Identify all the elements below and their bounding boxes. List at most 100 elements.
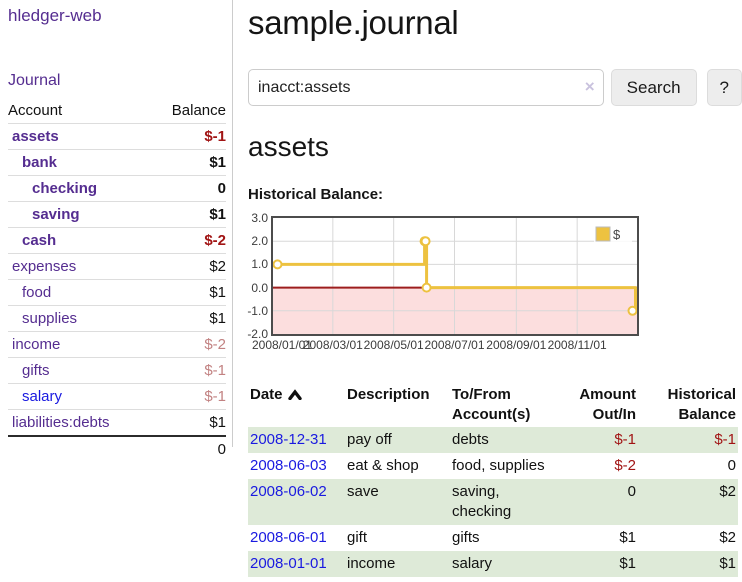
accounts-table: Account Balance assets $-1 bank $1 checking 0…	[8, 99, 226, 462]
account-balance: $-1	[150, 357, 226, 384]
search-button[interactable]: Search	[610, 69, 697, 106]
balance-column-header: Balance	[150, 99, 226, 124]
search-bar: × Search ?	[248, 69, 742, 106]
account-balance: $-1	[150, 123, 226, 150]
clear-search-icon[interactable]: ×	[584, 77, 595, 96]
transaction-date-link[interactable]: 2008-01-01	[250, 555, 327, 572]
y-axis-tick-label: -2.0	[247, 327, 268, 341]
account-row: income $-2	[8, 331, 226, 358]
transaction-accounts: saving, checking	[452, 483, 512, 520]
transaction-date-link[interactable]: 2008-06-02	[250, 483, 327, 500]
search-input[interactable]	[248, 69, 604, 106]
register-column-header: To/From Account(s)	[452, 386, 531, 423]
y-axis-tick-label: -1.0	[247, 303, 268, 318]
transaction-row: 2008-06-01 gift gifts $1 $2	[248, 525, 738, 551]
register-column-header: Historical Balance	[667, 386, 736, 423]
account-balance: $1	[150, 279, 226, 306]
help-button[interactable]: ?	[706, 69, 742, 106]
account-balance: $-2	[150, 227, 226, 254]
register-header-row: Date Description To/From Account(s) Amount Ou…	[248, 383, 738, 427]
sidebar-account-link[interactable]: saving	[32, 206, 80, 223]
transaction-date-link[interactable]: 2008-06-03	[250, 457, 327, 474]
transaction-balance: 0	[727, 457, 736, 474]
account-balance: $-1	[150, 383, 226, 410]
sidebar-account-link[interactable]: supplies	[22, 310, 78, 327]
x-axis-tick-label: 2008/05/01	[363, 338, 424, 352]
sidebar-account-link[interactable]: income	[12, 336, 61, 353]
legend-label: $	[613, 227, 621, 242]
sidebar-account-link[interactable]: food	[22, 284, 52, 301]
chart-legend: $	[594, 224, 632, 246]
account-row: supplies $1	[8, 305, 226, 332]
y-axis-tick-label: 3.0	[251, 211, 268, 225]
account-row: food $1	[8, 279, 226, 306]
transaction-description: save	[347, 483, 379, 500]
transaction-accounts: salary	[452, 555, 493, 572]
chart-title: Historical Balance:	[248, 186, 384, 203]
transaction-amount: $-2	[614, 457, 636, 474]
transaction-balance: $2	[719, 483, 736, 500]
chart-plot-area[interactable]: $	[271, 216, 639, 336]
account-row: salary $-1	[8, 383, 226, 410]
nav-journal-link[interactable]: Journal	[8, 72, 61, 89]
sidebar-account-link[interactable]: assets	[12, 128, 59, 145]
total-balance: 0	[150, 435, 226, 462]
account-balance: $1	[150, 201, 226, 228]
x-axis-tick-label: 2008/07/01	[424, 338, 485, 352]
transaction-balance: $-1	[714, 431, 736, 448]
sidebar-account-link[interactable]: gifts	[22, 362, 50, 379]
data-point-marker	[421, 282, 432, 293]
page-title: sample.journal	[248, 4, 459, 41]
sort-asc-icon	[287, 389, 302, 401]
total-row: 0	[8, 435, 226, 462]
transaction-row: 2008-12-31 pay off debts $-1 $-1	[248, 427, 738, 453]
sidebar-account-link[interactable]: salary	[22, 388, 63, 405]
register-column-header: Description	[347, 386, 430, 403]
sidebar: hledger-web Journal Account Balance asse…	[0, 0, 233, 462]
account-row: expenses $2	[8, 253, 226, 280]
x-axis-tick-label: 2008/03/01	[302, 338, 363, 352]
transaction-amount: $1	[619, 555, 636, 572]
transaction-description: income	[347, 555, 396, 572]
y-axis-tick-label: 0.0	[251, 280, 268, 295]
data-point-marker	[272, 259, 283, 270]
sidebar-account-link[interactable]: expenses	[12, 258, 77, 275]
account-row: liabilities:debts $1	[8, 409, 226, 437]
transaction-date-link[interactable]: 2008-06-01	[250, 529, 327, 546]
historical-balance-chart: $ 3.0 2.0 1.0 0.0 -1.0 -2.0 2008/01/01 2008/03/…	[247, 211, 742, 358]
search-box: ×	[248, 69, 604, 106]
transaction-amount: $-1	[614, 431, 636, 448]
register-column-header[interactable]: Date	[248, 383, 345, 427]
account-row: bank $1	[8, 149, 226, 176]
transaction-accounts: debts	[452, 431, 489, 448]
transaction-balance: $2	[719, 529, 736, 546]
sidebar-account-link[interactable]: bank	[22, 154, 58, 171]
transaction-description: pay off	[347, 431, 392, 448]
sidebar-account-link[interactable]: liabilities:debts	[12, 414, 110, 431]
register-column-header: Amount Out/In	[579, 386, 636, 423]
x-axis-tick-label: 2008/01/01	[251, 338, 313, 352]
x-axis-tick-label: 2008/09/01	[486, 338, 547, 352]
account-row: checking 0	[8, 175, 226, 202]
transactions-table: Date Description To/From Account(s) Amount Ou…	[248, 383, 738, 577]
transaction-date-link[interactable]: 2008-12-31	[250, 431, 327, 448]
legend-swatch	[595, 226, 611, 242]
accounts-header-row: Account Balance	[8, 99, 226, 124]
data-point-marker	[627, 305, 638, 316]
account-row: gifts $-1	[8, 357, 226, 384]
y-axis-tick-label: 2.0	[251, 234, 268, 249]
main-content: sample.journal × Search ? assets Histori…	[247, 0, 742, 577]
account-balance: $1	[150, 305, 226, 332]
sidebar-account-link[interactable]: cash	[22, 232, 57, 249]
account-heading: assets	[248, 131, 329, 162]
sidebar-account-link[interactable]: checking	[32, 180, 98, 197]
account-column-header: Account	[8, 99, 151, 124]
account-balance: $1	[150, 149, 226, 176]
transaction-description: eat & shop	[347, 457, 419, 474]
transaction-amount: 0	[627, 483, 636, 500]
account-row: saving $1	[8, 201, 226, 228]
transaction-balance: $1	[719, 555, 736, 572]
transaction-description: gift	[347, 529, 368, 546]
account-row: cash $-2	[8, 227, 226, 254]
brand-link[interactable]: hledger-web	[8, 6, 102, 25]
